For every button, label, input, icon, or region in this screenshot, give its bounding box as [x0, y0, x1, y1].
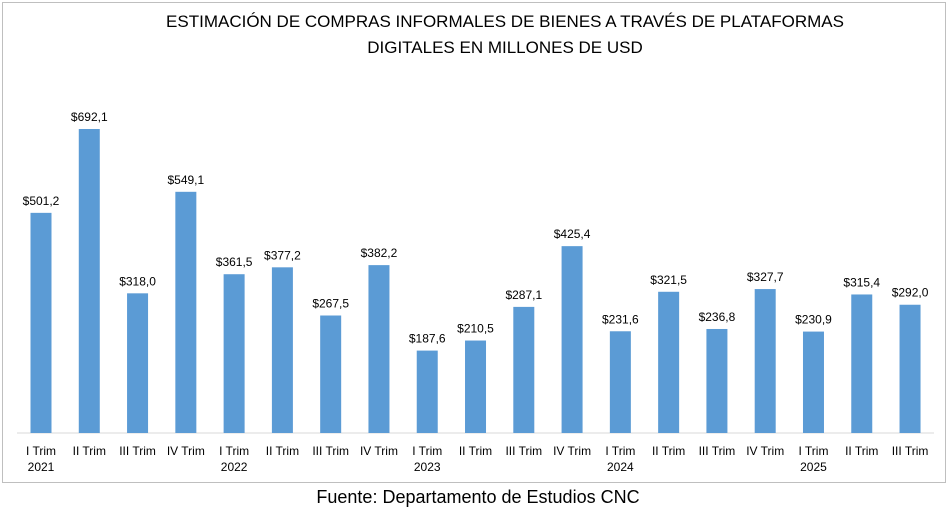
x-tick-label: II Trim	[459, 444, 492, 458]
chart-title-line-2: DIGITALES EN MILLONES DE USD	[367, 38, 643, 57]
bar	[30, 212, 52, 433]
x-tick-label: I Trim	[219, 444, 249, 458]
bar	[223, 274, 245, 433]
x-tick-label: II Trim	[73, 444, 106, 458]
data-label: $315,4	[843, 275, 880, 289]
bar	[706, 328, 728, 433]
data-label: $210,5	[457, 322, 494, 336]
x-tick-label: IV Trim	[746, 444, 784, 458]
bar	[368, 265, 390, 433]
data-label: $361,5	[216, 255, 253, 269]
bar	[513, 306, 535, 433]
data-label: $692,1	[71, 110, 108, 124]
bar	[175, 191, 197, 433]
x-tick-label: II Trim	[266, 444, 299, 458]
bar	[899, 304, 921, 433]
x-tick-label: IV Trim	[553, 444, 591, 458]
data-label: $292,0	[892, 286, 929, 300]
bar	[271, 267, 293, 433]
bar	[78, 129, 100, 433]
x-tick-label: II Trim	[652, 444, 685, 458]
x-tick-year-label: 2022	[221, 460, 248, 474]
bar	[465, 340, 487, 433]
x-tick-label: I Trim	[412, 444, 442, 458]
source-footer: Fuente: Departamento de Estudios CNC	[316, 487, 640, 507]
x-tick-label: III Trim	[505, 444, 542, 458]
data-label: $231,6	[602, 312, 639, 326]
chart-title-line-1: ESTIMACIÓN DE COMPRAS INFORMALES DE BIEN…	[166, 12, 844, 31]
data-label: $267,5	[312, 297, 349, 311]
data-label: $327,7	[747, 270, 784, 284]
x-tick-label: III Trim	[312, 444, 349, 458]
bar	[754, 289, 776, 433]
data-label: $549,1	[167, 173, 204, 187]
bar	[609, 331, 631, 433]
x-tick-label: I Trim	[605, 444, 635, 458]
data-label: $321,5	[650, 273, 687, 287]
bar	[561, 246, 583, 433]
data-label: $318,0	[119, 274, 156, 288]
data-label: $501,2	[23, 194, 60, 208]
data-label: $236,8	[699, 310, 736, 324]
data-label: $377,2	[264, 248, 301, 262]
x-tick-year-label: 2023	[414, 460, 441, 474]
bar	[416, 350, 438, 433]
x-tick-year-label: 2024	[607, 460, 634, 474]
x-tick-label: IV Trim	[167, 444, 205, 458]
x-tick-label: IV Trim	[360, 444, 398, 458]
data-label: $382,2	[361, 246, 398, 260]
bar	[851, 294, 873, 433]
data-label: $287,1	[505, 288, 542, 302]
x-tick-year-label: 2025	[800, 460, 827, 474]
x-tick-label: III Trim	[119, 444, 156, 458]
bar	[320, 315, 342, 433]
x-tick-label: I Trim	[798, 444, 828, 458]
bar	[127, 293, 149, 433]
chart-frame	[2, 2, 946, 483]
bar	[802, 331, 824, 433]
x-tick-year-label: 2021	[28, 460, 55, 474]
x-tick-label: I Trim	[26, 444, 56, 458]
x-tick-label: III Trim	[892, 444, 929, 458]
data-label: $230,9	[795, 313, 832, 327]
x-tick-label: III Trim	[699, 444, 736, 458]
data-label: $187,6	[409, 332, 446, 346]
x-tick-label: II Trim	[845, 444, 878, 458]
bar	[658, 291, 680, 433]
data-label: $425,4	[554, 227, 591, 241]
